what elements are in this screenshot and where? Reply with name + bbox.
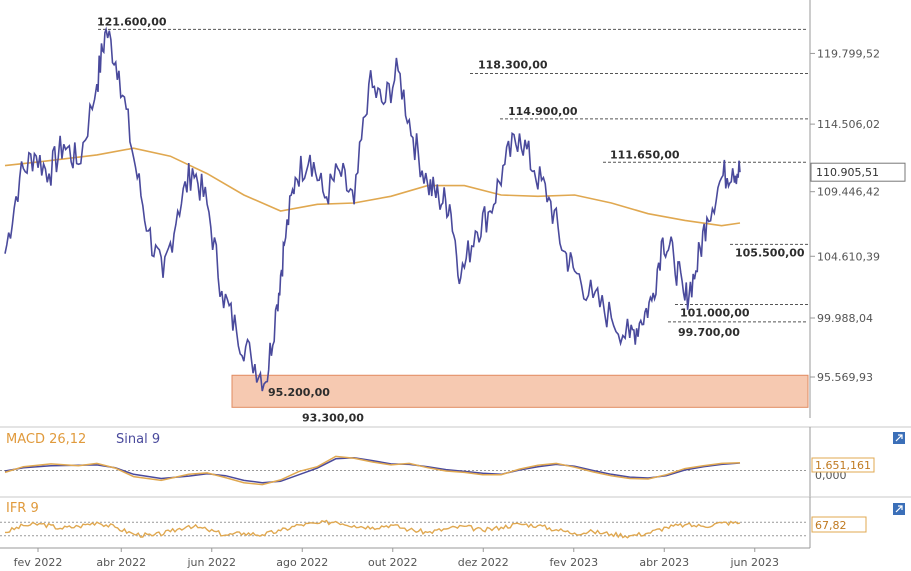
moving-average-line bbox=[4, 147, 741, 227]
x-tick-label: out 2022 bbox=[368, 556, 418, 569]
x-tick-label: jun 2022 bbox=[187, 556, 237, 569]
ifr-line bbox=[5, 519, 741, 539]
macd-last-value: 1.651,161 bbox=[815, 459, 871, 472]
y-tick-label: 104.610,39 bbox=[817, 250, 880, 263]
level-label: 118.300,00 bbox=[478, 58, 548, 71]
x-tick-label: fev 2022 bbox=[14, 556, 63, 569]
price-levels: 121.600,00 118.300,00 114.900,00 111.650,00… bbox=[97, 15, 808, 424]
x-tick-label: jun 2023 bbox=[730, 556, 780, 569]
y-tick-label: 114.506,02 bbox=[817, 118, 880, 131]
ifr-title: IFR 9 bbox=[6, 501, 39, 516]
y-tick-label: 99.988,04 bbox=[817, 312, 873, 325]
level-label: 105.500,00 bbox=[735, 246, 805, 259]
ifr-expand-button[interactable] bbox=[893, 503, 905, 515]
y-tick-label: 109.446,42 bbox=[817, 186, 880, 199]
ifr-last-value: 67,82 bbox=[815, 519, 847, 532]
y-axis-ticks: 119.799,52 114.506,02 109.446,42 104.610,39… bbox=[810, 47, 880, 384]
signal-line bbox=[4, 457, 741, 484]
last-price-box: 110.905,51 bbox=[810, 162, 906, 182]
ifr-last-box: 67,82 bbox=[811, 516, 867, 533]
x-tick-label: abr 2022 bbox=[96, 556, 146, 569]
x-tick-label: fev 2023 bbox=[549, 556, 598, 569]
level-label: 114.900,00 bbox=[508, 105, 578, 118]
macd-last-box: 1.651,161 bbox=[811, 457, 875, 473]
price-line bbox=[4, 26, 741, 392]
y-tick-label: 95.569,93 bbox=[817, 371, 873, 384]
x-tick-label: abr 2023 bbox=[639, 556, 689, 569]
level-label: 111.650,00 bbox=[610, 148, 680, 161]
x-axis-ticks: fev 2022 abr 2022 jun 2022 ago 2022 out 2022… bbox=[14, 548, 779, 569]
level-label: 95.200,00 bbox=[268, 386, 330, 399]
y-tick-label: 119.799,52 bbox=[817, 47, 880, 60]
level-label: 99.700,00 bbox=[678, 326, 740, 339]
expand-icon bbox=[895, 505, 903, 513]
level-label: 93.300,00 bbox=[302, 411, 364, 424]
level-label: 121.600,00 bbox=[97, 15, 167, 28]
macd-line bbox=[4, 455, 741, 486]
level-label: 101.000,00 bbox=[680, 306, 750, 319]
signal-title: Sinal 9 bbox=[116, 432, 160, 447]
expand-icon bbox=[895, 434, 903, 442]
macd-title: MACD 26,12 bbox=[6, 432, 86, 447]
x-tick-label: ago 2022 bbox=[276, 556, 328, 569]
macd-expand-button[interactable] bbox=[893, 432, 905, 444]
x-tick-label: dez 2022 bbox=[458, 556, 509, 569]
support-zone bbox=[231, 374, 809, 408]
last-price-label: 110.905,51 bbox=[816, 166, 879, 179]
